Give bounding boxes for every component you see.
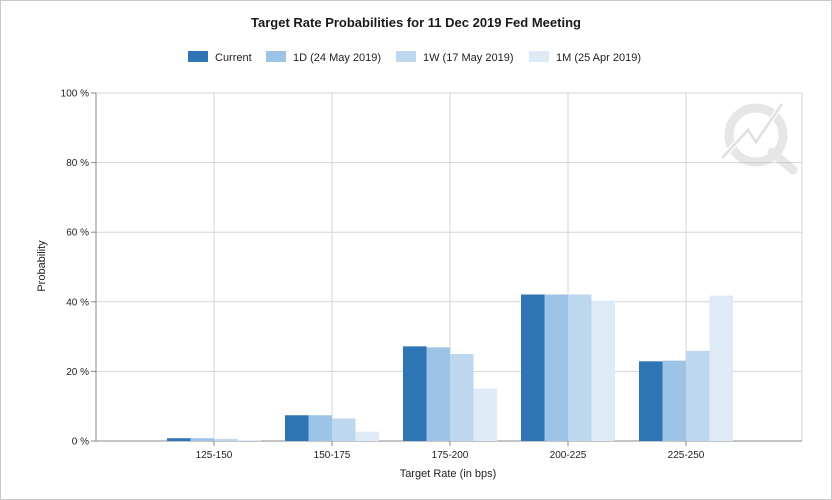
bar — [308, 415, 332, 441]
bar — [214, 438, 238, 441]
legend-label: 1M (25 Apr 2019) — [556, 52, 641, 64]
bar-series — [167, 294, 733, 441]
legend-label: Current — [215, 52, 252, 64]
bar — [686, 350, 710, 441]
x-tick-label: 225-250 — [668, 450, 705, 461]
chart-legend: Current 1D (24 May 2019) 1W (17 May 2019) 1… — [188, 51, 641, 64]
x-tick-label: 150-175 — [314, 450, 351, 461]
legend-label: 1D (24 May 2019) — [293, 52, 381, 64]
bar — [662, 360, 686, 441]
y-tick-label: 0 % — [72, 437, 89, 448]
bar — [639, 361, 663, 441]
chart-title: Target Rate Probabilities for 11 Dec 201… — [251, 15, 581, 30]
bar — [332, 418, 356, 441]
x-axis-title: Target Rate (in bps) — [400, 468, 497, 480]
bar — [426, 347, 450, 441]
legend-swatch — [266, 51, 286, 62]
bar — [285, 415, 309, 441]
bar — [544, 294, 568, 441]
legend-swatch — [188, 51, 208, 62]
x-tick-label: 175-200 — [432, 450, 469, 461]
bar — [167, 438, 191, 441]
y-tick-label: 60 % — [66, 228, 89, 239]
bar — [591, 300, 615, 441]
bar — [450, 354, 474, 441]
legend-swatch — [396, 51, 416, 62]
bar — [473, 388, 497, 441]
bar — [521, 294, 545, 441]
x-tick-label: 200-225 — [550, 450, 587, 461]
x-tick-label: 125-150 — [196, 450, 233, 461]
bar — [403, 346, 427, 441]
legend-label: 1W (17 May 2019) — [423, 52, 513, 64]
y-tick-label: 40 % — [66, 297, 89, 308]
y-tick-label: 20 % — [66, 367, 89, 378]
bar — [355, 431, 379, 441]
legend-swatch — [529, 51, 549, 62]
bar — [568, 294, 592, 441]
bar — [709, 295, 733, 441]
bar — [237, 439, 261, 441]
axis-ticks: 0 % 20 % 40 % 60 % 80 % 100 % 125-150 150-175 17… — [61, 89, 705, 462]
watermark-logo — [720, 102, 798, 175]
y-tick-label: 80 % — [66, 158, 89, 169]
bar — [190, 438, 214, 441]
y-tick-label: 100 % — [61, 89, 89, 100]
y-axis-title: Probability — [36, 240, 48, 292]
